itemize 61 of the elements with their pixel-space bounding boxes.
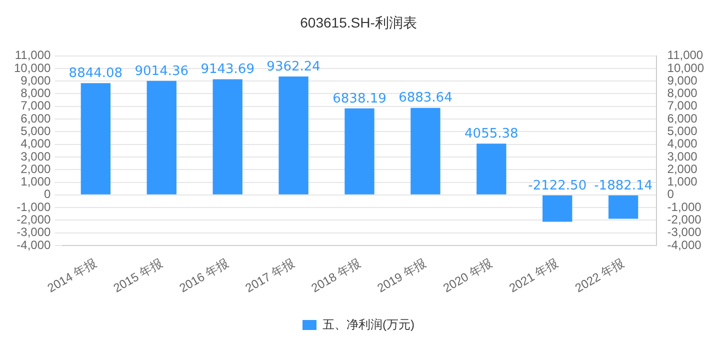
y-tick-label: 7,000	[20, 98, 52, 113]
y2-tick-label: -4,000	[667, 238, 702, 252]
bar	[542, 195, 572, 222]
y2-tick-label: 2,000	[667, 162, 698, 176]
y-tick-label: 4,000	[20, 136, 52, 151]
y2-tick-label: 3,000	[667, 149, 698, 164]
y-tick-label: -2,000	[16, 212, 52, 227]
y-tick-label: -1,000	[16, 200, 52, 214]
y2-tick-label: 1,000	[667, 174, 698, 189]
chart-title: 603615.SH-利润表	[300, 14, 417, 30]
legend-label: 五、净利润(万元)	[322, 317, 415, 332]
y-tick-label: 8,000	[20, 86, 52, 100]
y-tick-label: 10,000	[14, 60, 52, 75]
x-tick-label: 2018 年报	[308, 256, 363, 296]
y-tick-label: -3,000	[16, 225, 52, 240]
x-tick-label: 2019 年报	[374, 256, 429, 296]
y2-tick-label: 7,000	[667, 98, 698, 113]
bar	[608, 195, 638, 219]
y2-tick-label: 5,000	[667, 124, 698, 138]
y-tick-label: 3,000	[20, 149, 52, 164]
bar	[476, 144, 506, 194]
y2-tick-label: 4,000	[667, 136, 698, 151]
bar	[344, 108, 374, 194]
y2-tick-label: -3,000	[667, 225, 702, 240]
bar	[212, 79, 242, 194]
y2-tick-label: 0	[667, 187, 674, 202]
x-tick-label: 2017 年报	[242, 256, 297, 296]
y-tick-label: 6,000	[20, 111, 52, 126]
bar	[278, 76, 308, 194]
y2-tick-label: 8,000	[667, 86, 698, 100]
y-tick-label: 2,000	[20, 162, 52, 176]
y2-tick-label: 6,000	[667, 111, 698, 126]
x-tick-label: 2015 年报	[111, 256, 165, 296]
y-tick-label: -4,000	[16, 238, 52, 252]
x-tick-label: 2016 年报	[176, 256, 231, 296]
y-tick-label: 11,000	[14, 48, 52, 62]
y2-tick-label: 10,000	[667, 60, 704, 75]
data-label: 6883.64	[398, 90, 452, 106]
bar	[146, 80, 176, 194]
x-tick-label: 2021 年报	[506, 256, 561, 296]
y-tick-label: 1,000	[20, 174, 52, 189]
bar	[410, 108, 440, 194]
y-tick-label: 5,000	[20, 124, 52, 138]
data-label: 9014.36	[134, 64, 189, 79]
y2-tick-label: -1,000	[667, 200, 702, 214]
data-label: 9362.24	[266, 59, 320, 74]
x-tick-label: 2022 年报	[572, 256, 626, 296]
x-tick-label: 2014 年报	[45, 256, 99, 296]
y2-tick-label: 9,000	[667, 73, 698, 88]
y-tick-label: 0	[44, 187, 52, 202]
y2-tick-label: 11,000	[667, 48, 704, 62]
y2-tick-label: -2,000	[667, 212, 702, 227]
data-label: 8844.08	[68, 66, 123, 81]
y-tick-label: 9,000	[20, 73, 52, 88]
data-label: 4055.38	[464, 126, 518, 142]
data-label: -1882.14	[594, 178, 653, 194]
data-label: 6838.19	[332, 91, 386, 106]
x-tick-label: 2020 年报	[440, 256, 495, 296]
data-label: 9143.69	[200, 62, 254, 78]
bar	[80, 83, 111, 194]
data-label: -2122.50	[528, 178, 587, 194]
